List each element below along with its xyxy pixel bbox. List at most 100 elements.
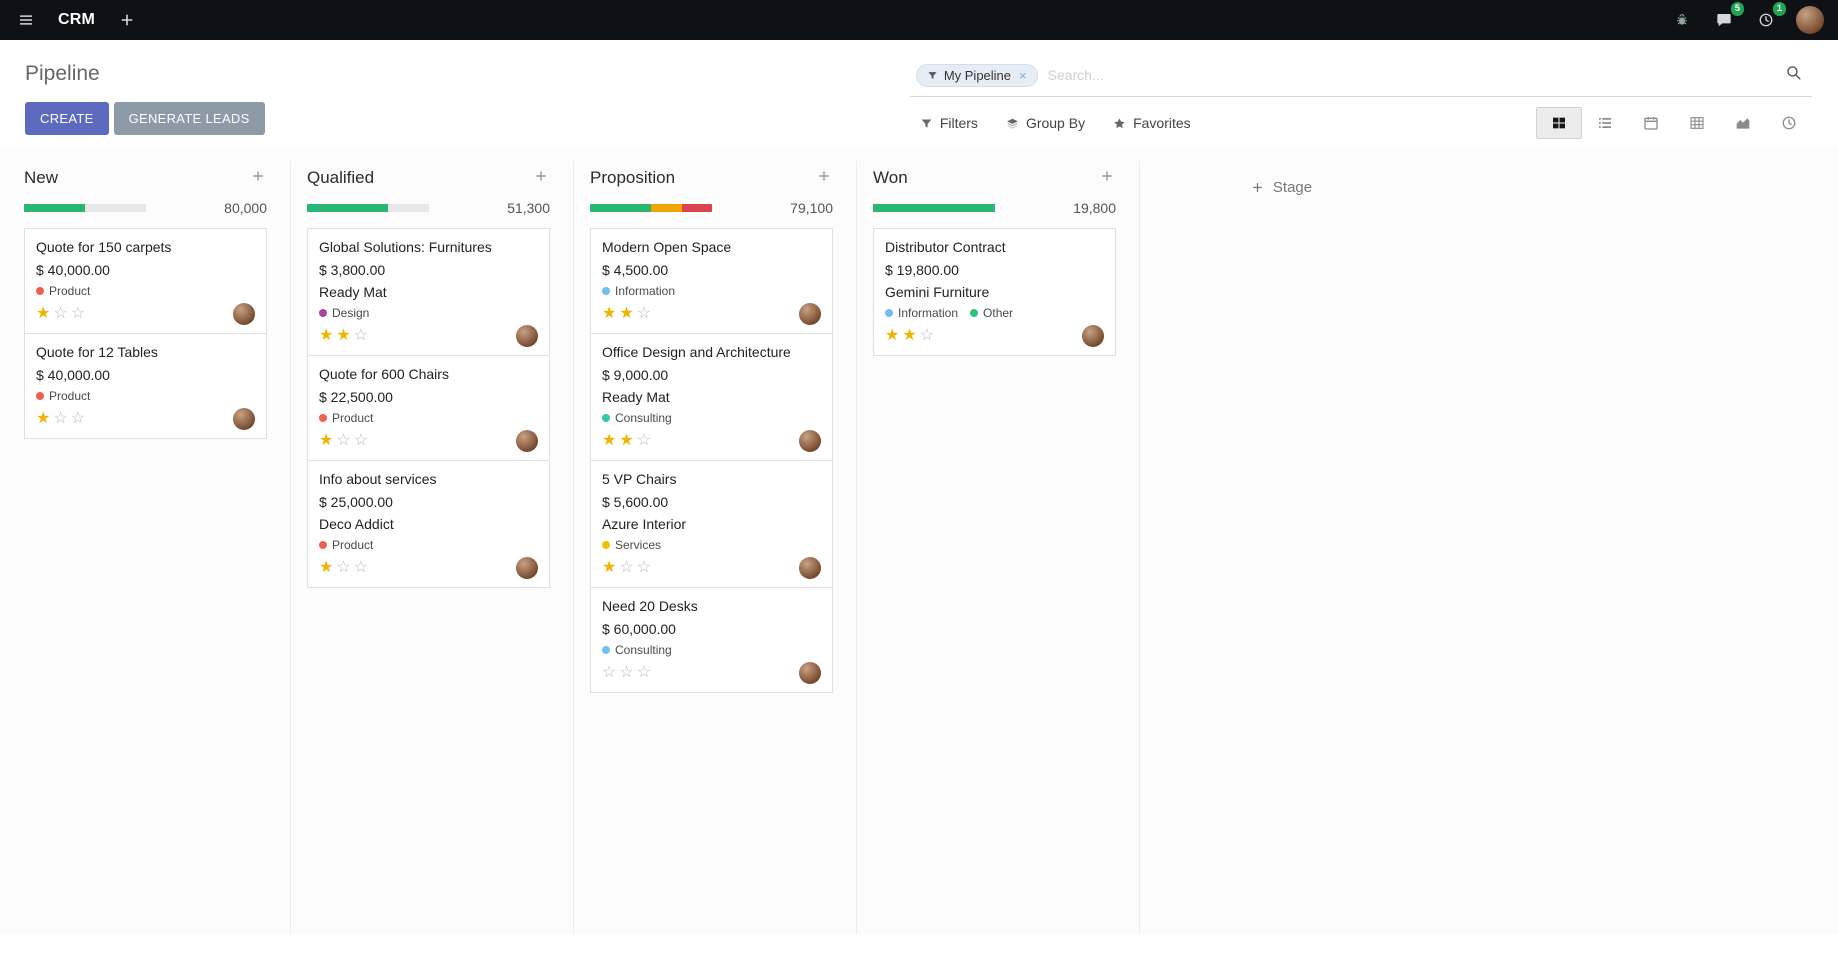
star-icon[interactable]: ☆	[919, 327, 935, 344]
star-icon[interactable]: ★	[602, 432, 617, 449]
card-footer: ★ ☆ ☆	[602, 557, 821, 579]
list-view-button[interactable]	[1582, 107, 1628, 139]
column-progressbar[interactable]	[307, 204, 429, 212]
star-icon[interactable]: ☆	[336, 559, 351, 576]
kanban-card[interactable]: Quote for 150 carpets $ 40,000.00 Product ★…	[24, 228, 267, 334]
generate-leads-button[interactable]: GENERATE LEADS	[113, 102, 265, 135]
priority-stars[interactable]: ★ ★ ☆	[602, 306, 651, 322]
priority-stars[interactable]: ★ ★ ☆	[319, 328, 368, 344]
star-icon[interactable]: ☆	[619, 664, 634, 681]
star-icon[interactable]: ★	[885, 327, 900, 344]
quick-create-button[interactable]	[1098, 167, 1116, 188]
kanban-card[interactable]: Global Solutions: Furnitures $ 3,800.00 Re…	[307, 228, 550, 356]
kanban-card[interactable]: Distributor Contract $ 19,800.00 Gemini Fu…	[873, 228, 1116, 356]
star-icon[interactable]: ★	[902, 327, 917, 344]
star-icon[interactable]: ★	[336, 327, 351, 344]
user-avatar[interactable]	[1796, 6, 1824, 34]
activities-button[interactable]: 1	[1754, 2, 1786, 32]
quick-create-button[interactable]	[815, 167, 833, 188]
avatar[interactable]	[516, 325, 538, 347]
quick-create-button[interactable]	[249, 167, 267, 188]
column-progressbar[interactable]	[590, 204, 712, 212]
card-tags: Consulting	[602, 411, 821, 425]
filters-menu-button[interactable]: Filters	[920, 115, 978, 131]
star-icon[interactable]: ☆	[53, 410, 68, 427]
star-icon[interactable]: ☆	[353, 559, 369, 576]
avatar[interactable]	[516, 430, 538, 452]
plus-icon	[534, 169, 548, 183]
kanban-card[interactable]: Quote for 12 Tables $ 40,000.00 Product ★ ☆ ☆	[24, 333, 267, 439]
kanban-view-button[interactable]	[1536, 107, 1582, 139]
star-icon[interactable]: ☆	[602, 664, 617, 681]
graph-view-button[interactable]	[1720, 107, 1766, 139]
create-button[interactable]: CREATE	[25, 102, 109, 135]
star-icon[interactable]: ☆	[353, 327, 369, 344]
star-icon[interactable]: ★	[602, 305, 617, 322]
star-icon[interactable]: ☆	[53, 305, 68, 322]
apps-menu-button[interactable]	[14, 8, 38, 32]
star-icon[interactable]: ☆	[70, 410, 86, 427]
card-tag: Product	[36, 389, 90, 403]
card-amount: $ 60,000.00	[602, 621, 676, 637]
search-button[interactable]	[1781, 62, 1806, 88]
kanban-card[interactable]: Need 20 Desks $ 60,000.00 Consulting ☆ ☆ ☆	[590, 587, 833, 693]
star-icon[interactable]: ☆	[619, 559, 634, 576]
priority-stars[interactable]: ★ ★ ☆	[885, 328, 934, 344]
card-tags: Design	[319, 306, 538, 320]
column-progressbar[interactable]	[873, 204, 995, 212]
plus-icon	[119, 12, 135, 28]
star-icon[interactable]: ★	[319, 327, 334, 344]
star-icon[interactable]: ☆	[636, 432, 652, 449]
priority-stars[interactable]: ★ ☆ ☆	[319, 433, 368, 449]
avatar[interactable]	[516, 557, 538, 579]
star-icon[interactable]: ☆	[353, 432, 369, 449]
add-stage-button[interactable]: Stage	[1251, 179, 1312, 196]
favorites-menu-button[interactable]: Favorites	[1113, 115, 1191, 131]
star-icon[interactable]: ☆	[70, 305, 86, 322]
kanban-card[interactable]: Modern Open Space $ 4,500.00 Information ★ ★…	[590, 228, 833, 334]
search-input[interactable]	[1037, 63, 1781, 87]
star-icon[interactable]: ☆	[636, 305, 652, 322]
tag-label: Product	[332, 538, 374, 552]
priority-stars[interactable]: ★ ☆ ☆	[319, 560, 368, 576]
avatar[interactable]	[799, 662, 821, 684]
kanban-card[interactable]: Info about services $ 25,000.00 Deco Addic…	[307, 460, 550, 588]
star-icon[interactable]: ☆	[336, 432, 351, 449]
avatar[interactable]	[1082, 325, 1104, 347]
avatar[interactable]	[233, 408, 255, 430]
avatar[interactable]	[799, 303, 821, 325]
facet-remove-button[interactable]: ×	[1019, 69, 1027, 82]
group-by-menu-button[interactable]: Group By	[1006, 115, 1085, 131]
star-icon[interactable]: ★	[619, 432, 634, 449]
pivot-view-icon	[1689, 115, 1705, 131]
quick-create-button[interactable]	[532, 167, 550, 188]
star-icon[interactable]: ☆	[636, 664, 652, 681]
priority-stars[interactable]: ★ ☆ ☆	[36, 306, 85, 322]
quick-add-button[interactable]	[115, 8, 139, 32]
debug-button[interactable]	[1670, 8, 1694, 32]
tag-color-dot	[319, 541, 327, 549]
priority-stars[interactable]: ★ ☆ ☆	[36, 411, 85, 427]
star-icon[interactable]: ★	[602, 559, 617, 576]
star-icon[interactable]: ★	[319, 432, 334, 449]
activity-view-button[interactable]	[1766, 107, 1812, 139]
avatar[interactable]	[233, 303, 255, 325]
kanban-card[interactable]: Quote for 600 Chairs $ 22,500.00 Product ★ ☆…	[307, 355, 550, 461]
pivot-view-button[interactable]	[1674, 107, 1720, 139]
avatar[interactable]	[799, 557, 821, 579]
calendar-view-button[interactable]	[1628, 107, 1674, 139]
star-icon[interactable]: ★	[36, 410, 51, 427]
avatar[interactable]	[799, 430, 821, 452]
priority-stars[interactable]: ★ ☆ ☆	[602, 560, 651, 576]
star-icon[interactable]: ★	[36, 305, 51, 322]
star-icon[interactable]: ★	[319, 559, 334, 576]
column-progressbar[interactable]	[24, 204, 146, 212]
priority-stars[interactable]: ☆ ☆ ☆	[602, 665, 651, 681]
column-header: Qualified	[307, 167, 550, 188]
star-icon[interactable]: ☆	[636, 559, 652, 576]
priority-stars[interactable]: ★ ★ ☆	[602, 433, 651, 449]
star-icon[interactable]: ★	[619, 305, 634, 322]
kanban-card[interactable]: 5 VP Chairs $ 5,600.00 Azure Interior Servi…	[590, 460, 833, 588]
messages-button[interactable]: 5	[1712, 2, 1744, 32]
kanban-card[interactable]: Office Design and Architecture $ 9,000.00…	[590, 333, 833, 461]
